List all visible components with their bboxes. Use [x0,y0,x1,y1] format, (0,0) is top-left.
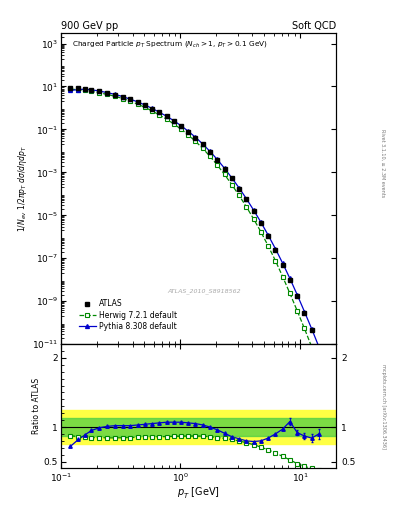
Text: Rivet 3.1.10, ≥ 2.3M events: Rivet 3.1.10, ≥ 2.3M events [381,129,386,197]
Text: 900 GeV pp: 900 GeV pp [61,20,118,31]
Y-axis label: $1/N_{ev}$ $1/2\pi p_T$ $d\sigma/d\eta dp_T$: $1/N_{ev}$ $1/2\pi p_T$ $d\sigma/d\eta d… [16,145,29,232]
Legend: ATLAS, Herwig 7.2.1 default, Pythia 8.308 default: ATLAS, Herwig 7.2.1 default, Pythia 8.30… [76,296,180,334]
Text: Soft QCD: Soft QCD [292,20,336,31]
Y-axis label: Ratio to ATLAS: Ratio to ATLAS [32,378,41,434]
Text: mcplots.cern.ch [arXiv:1306.3436]: mcplots.cern.ch [arXiv:1306.3436] [381,364,386,449]
Text: Charged Particle $p_T$ Spectrum ($N_{ch} > 1$, $p_T > 0.1$ GeV): Charged Particle $p_T$ Spectrum ($N_{ch}… [72,39,268,50]
X-axis label: $p_T^{}$ [GeV]: $p_T^{}$ [GeV] [177,485,220,500]
Text: ATLAS_2010_S8918562: ATLAS_2010_S8918562 [167,288,241,294]
